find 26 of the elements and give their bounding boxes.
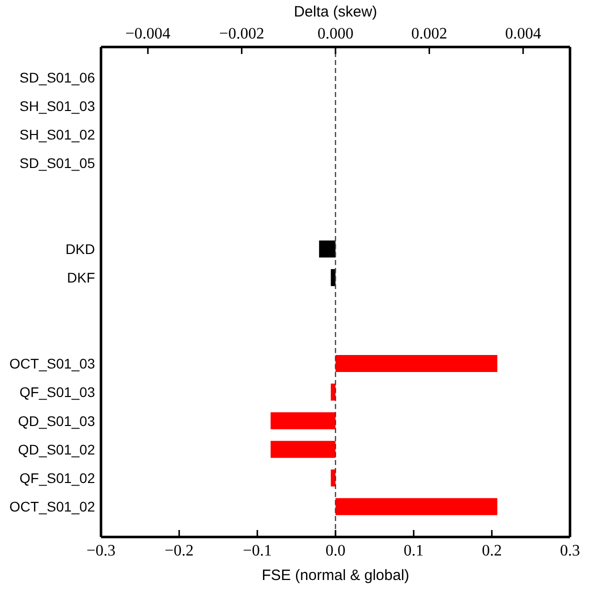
y-tick-label: QF_S01_03 — [20, 384, 96, 400]
y-tick-label: SH_S01_03 — [19, 98, 96, 114]
x2-tick-label: 0.004 — [505, 26, 542, 43]
x2-tick-label: −0.004 — [125, 26, 170, 43]
y-tick-label: SD_S01_06 — [19, 69, 96, 86]
x2-axis-title: Delta (skew) — [294, 4, 378, 21]
y-tick-label: SD_S01_05 — [19, 155, 96, 172]
y-tick-label: OCT_S01_02 — [9, 498, 96, 515]
x-tick-label: 0.0 — [326, 542, 346, 560]
x-tick-label: −0.3 — [86, 542, 116, 560]
x2-tick-label: 0.002 — [411, 26, 448, 43]
x-tick-label: 0.3 — [560, 542, 580, 560]
y-tick-label: QF_S01_02 — [20, 470, 96, 486]
x-tick-label: 0.1 — [404, 542, 424, 560]
x-tick-label: −0.2 — [164, 542, 194, 560]
y-tick-label: QD_S01_02 — [18, 441, 96, 458]
y-tick-label: OCT_S01_03 — [9, 356, 96, 372]
y-tick-label: QD_S01_03 — [18, 412, 96, 429]
x2-tick-label: 0.000 — [318, 26, 354, 43]
y-tick-label: DKD — [65, 241, 95, 258]
x2-tick-label: −0.002 — [219, 26, 264, 43]
y-tick-label: DKF — [67, 270, 95, 286]
x-axis-title: FSE (normal & global) — [262, 567, 410, 584]
y-tick-label: SH_S01_02 — [19, 126, 96, 143]
x-tick-label: 0.2 — [482, 542, 502, 560]
x-tick-label: −0.1 — [242, 542, 272, 560]
